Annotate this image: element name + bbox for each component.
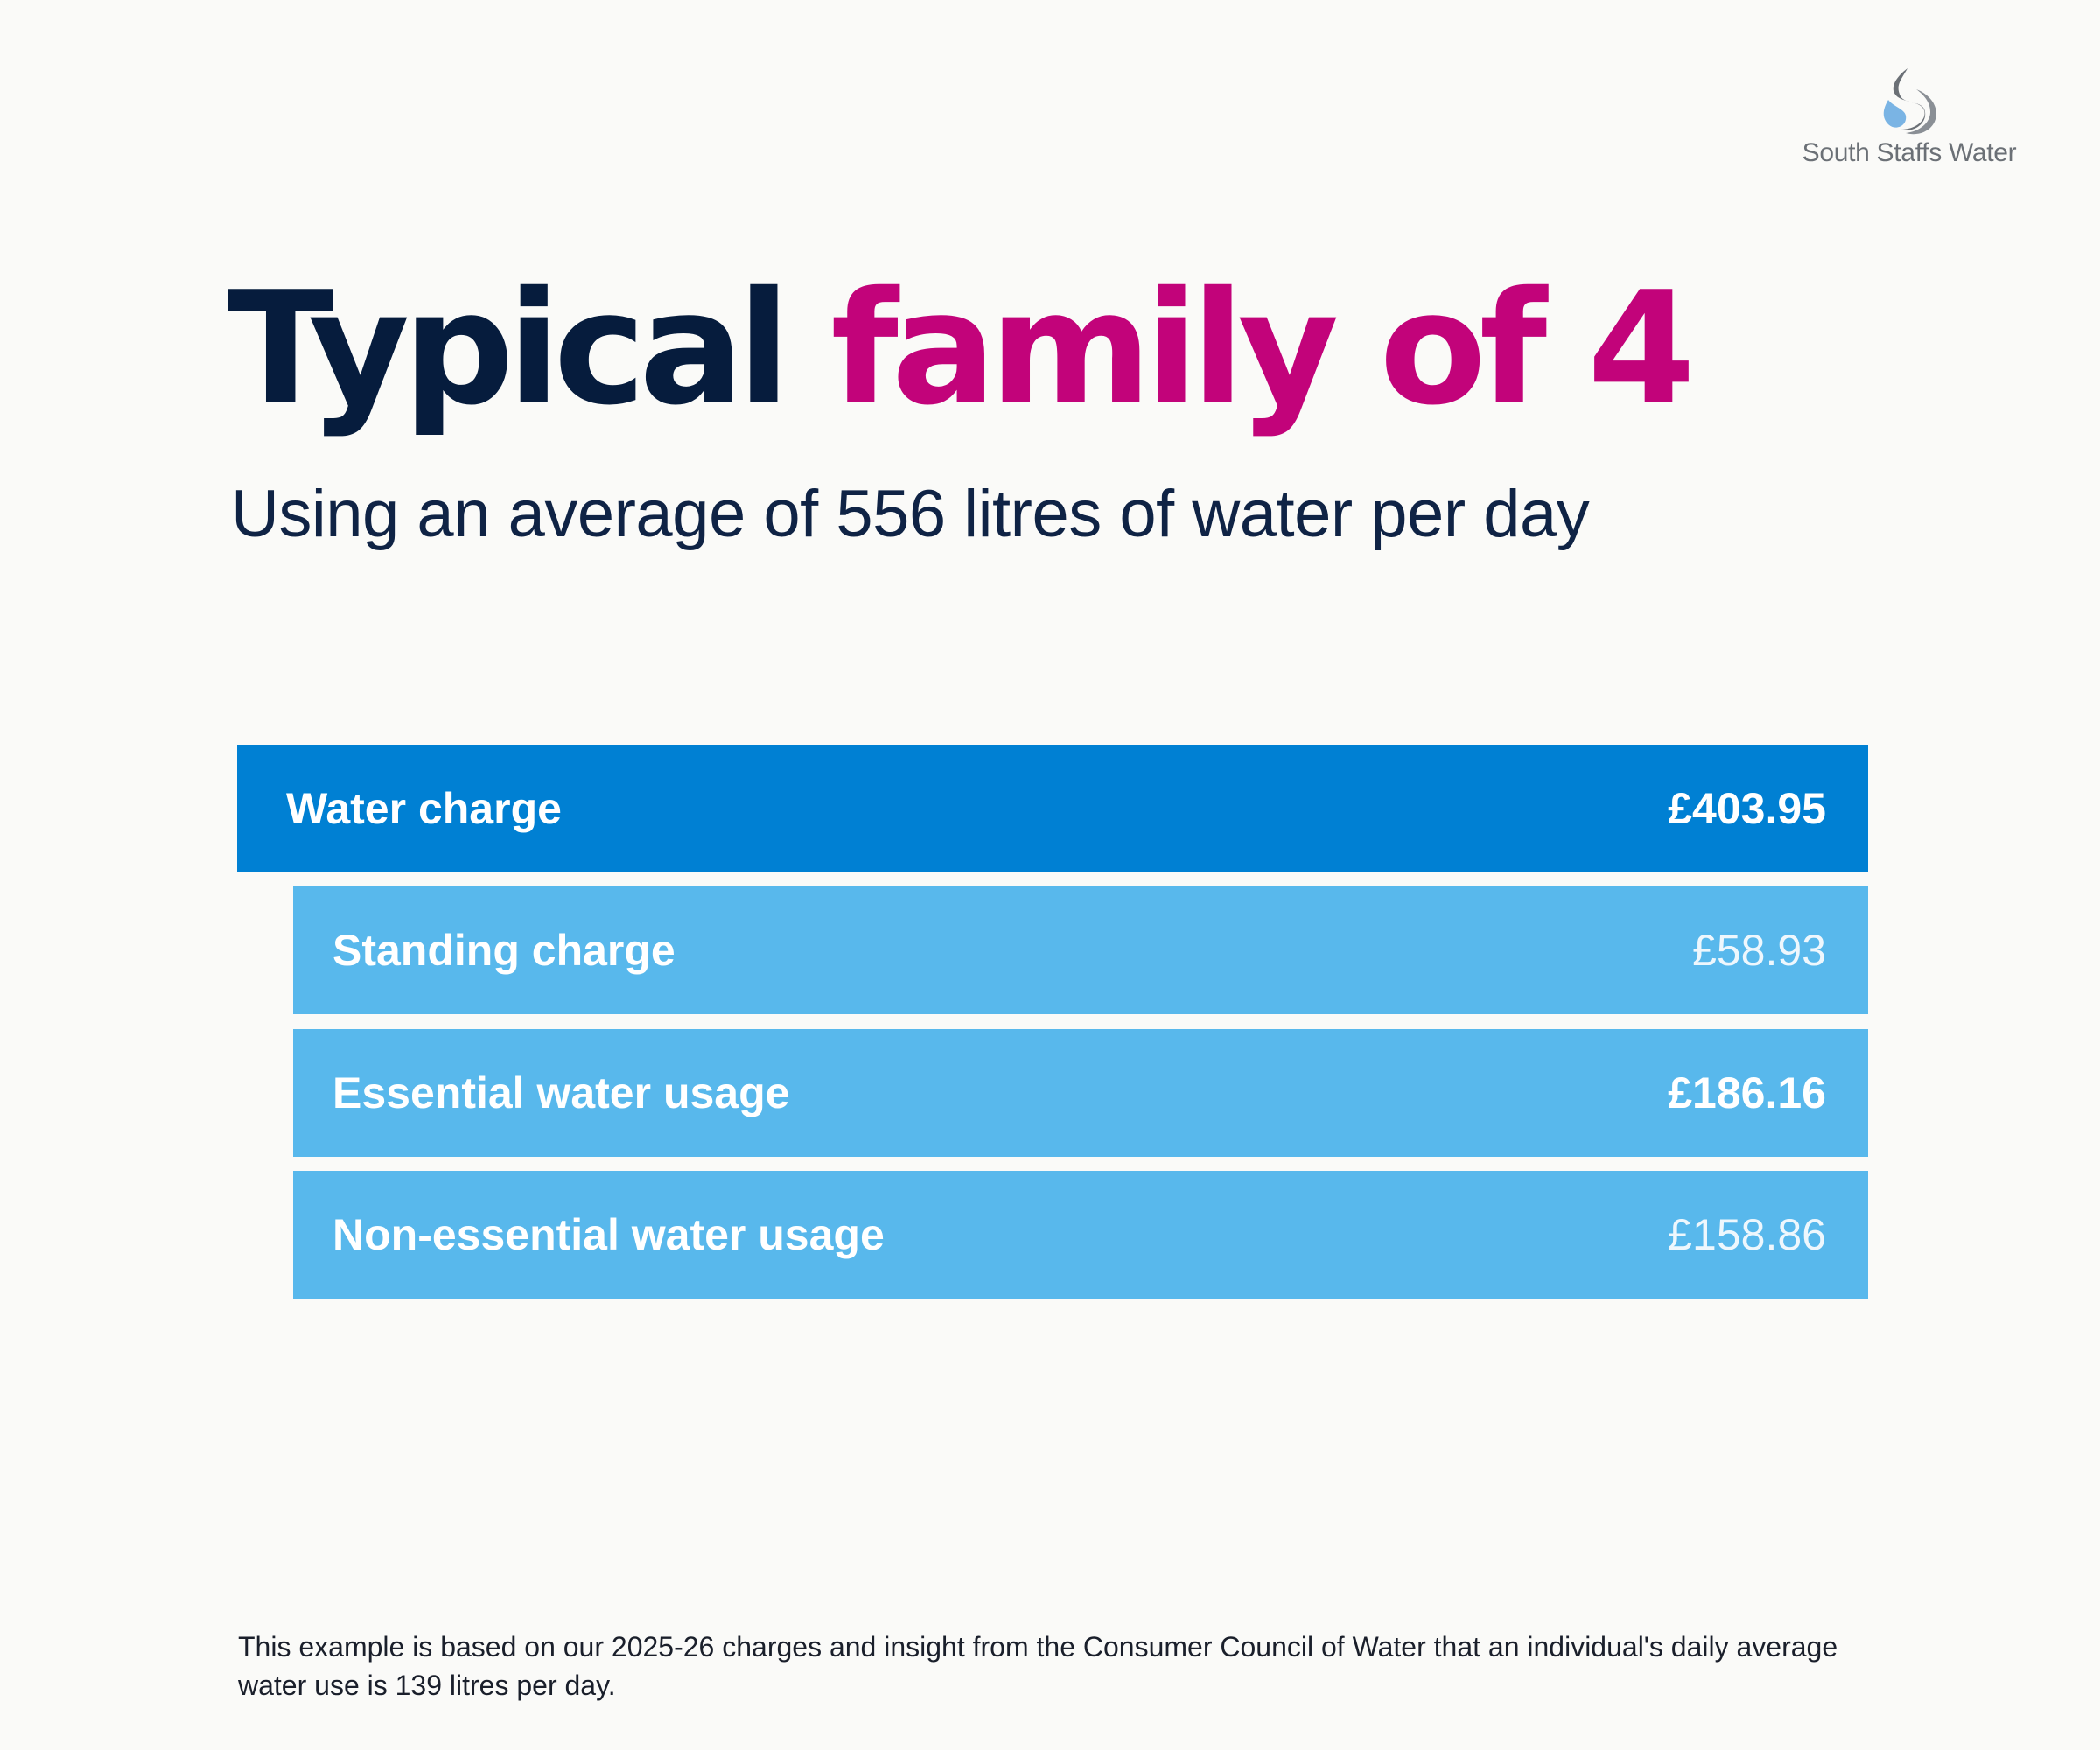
standing-charge-row: Standing charge £58.93 (293, 886, 1868, 1014)
essential-usage-row: Essential water usage £186.16 (293, 1029, 1868, 1157)
non-essential-usage-row: Non-essential water usage £158.86 (293, 1171, 1868, 1298)
title-part-family: family of 4 (830, 258, 1696, 439)
footnote: This example is based on our 2025-26 cha… (238, 1631, 1838, 1701)
non-essential-usage-label: Non-essential water usage (332, 1210, 885, 1259)
water-drop-logo-icon (1883, 68, 1936, 135)
page-subtitle: Using an average of 556 litres of water … (231, 477, 1590, 551)
non-essential-usage-value: £158.86 (1668, 1210, 1826, 1259)
water-charge-value: £403.95 (1668, 784, 1826, 833)
page-title: Typical family of 4 (228, 271, 1696, 427)
water-charge-label: Water charge (286, 784, 562, 833)
essential-usage-label: Essential water usage (332, 1068, 790, 1117)
standing-charge-label: Standing charge (332, 926, 676, 975)
essential-usage-value: £186.16 (1668, 1068, 1826, 1117)
brand-logo: South Staffs Water (1787, 65, 2032, 178)
standing-charge-value: £58.93 (1692, 926, 1826, 975)
title-part-typical: Typical (228, 258, 790, 439)
brand-name: South Staffs Water (1802, 138, 2017, 167)
water-charge-row: Water charge £403.95 (237, 745, 1868, 872)
